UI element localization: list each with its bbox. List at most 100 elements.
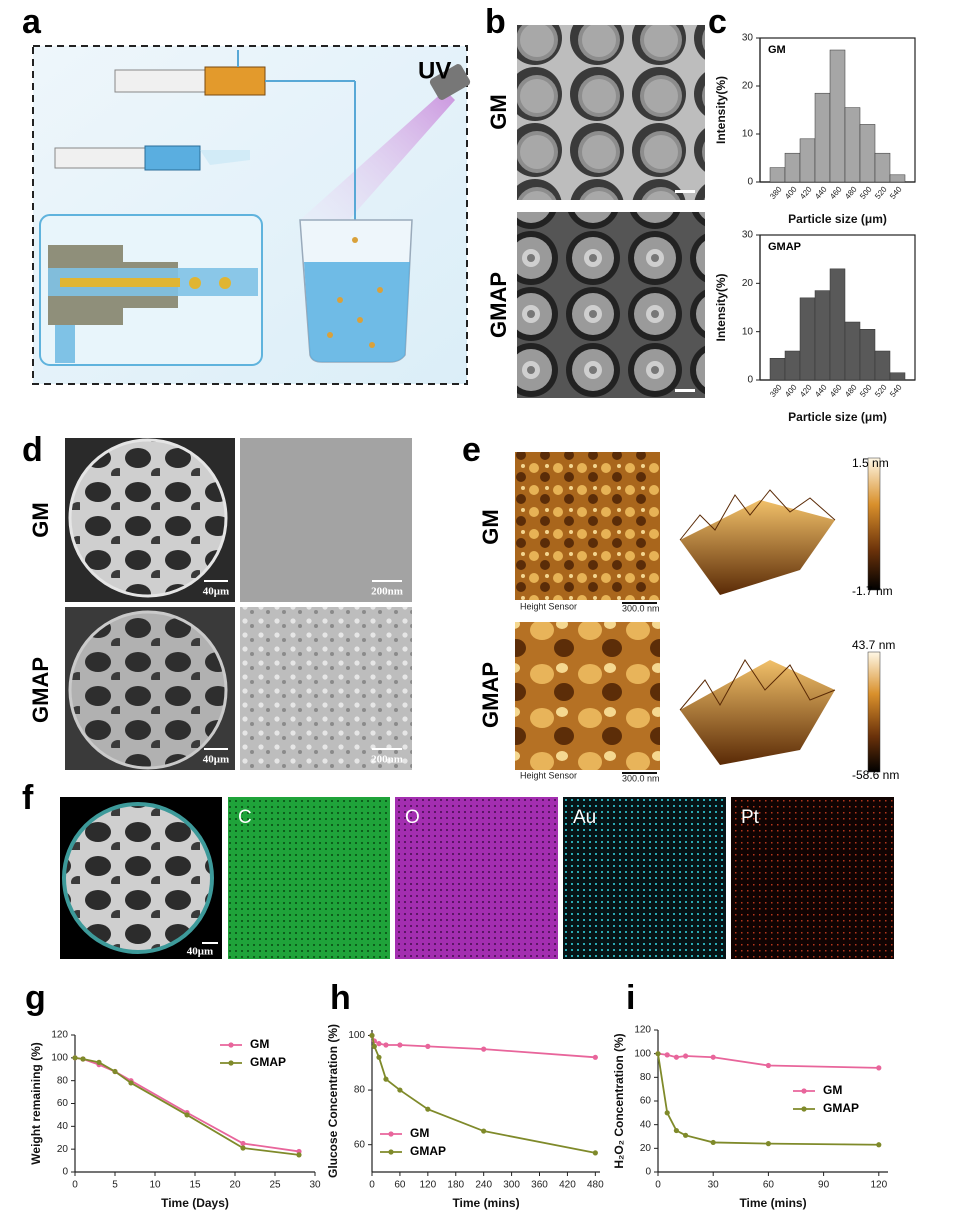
row-label: GMAP bbox=[486, 272, 511, 338]
element-label: Au bbox=[573, 807, 596, 828]
x-tick-label: 480 bbox=[843, 184, 859, 200]
sem-images: 40μm 200nm 40μm 200nm GM GMAP bbox=[28, 438, 412, 770]
bar bbox=[889, 372, 906, 381]
afm-images-shape bbox=[680, 660, 835, 765]
bar bbox=[874, 350, 891, 381]
legend-marker bbox=[801, 1106, 807, 1112]
data-point bbox=[673, 1127, 680, 1134]
x-axis-label: Time (Days) bbox=[161, 1196, 229, 1210]
schematic-shape bbox=[352, 237, 358, 243]
data-point bbox=[710, 1139, 716, 1146]
data-point bbox=[80, 1056, 86, 1062]
bar bbox=[829, 49, 846, 183]
colorbar-min: -1.7 nm bbox=[852, 584, 893, 598]
panel-label: h bbox=[330, 979, 351, 1017]
legend-marker bbox=[228, 1060, 234, 1066]
schematic-shape bbox=[200, 150, 250, 165]
sem-images-shape bbox=[240, 607, 412, 770]
bar bbox=[859, 329, 876, 381]
colorbar-max: 43.7 nm bbox=[852, 638, 895, 652]
data-point bbox=[112, 1068, 118, 1075]
x-tick-label: 120 bbox=[419, 1180, 436, 1191]
legend-marker bbox=[801, 1088, 807, 1094]
sem-images-shape bbox=[68, 438, 228, 598]
bar bbox=[844, 321, 861, 381]
data-point bbox=[369, 1032, 375, 1039]
eds-maps-shape bbox=[202, 942, 218, 944]
y-tick-label: 0 bbox=[747, 375, 753, 386]
panel-label: b bbox=[485, 3, 506, 41]
sem-images-shape bbox=[372, 748, 402, 750]
series-line bbox=[371, 1035, 596, 1154]
series-line bbox=[371, 1035, 596, 1059]
data-point bbox=[765, 1141, 772, 1147]
x-tick-label: 5 bbox=[112, 1180, 118, 1191]
data-point bbox=[397, 1042, 403, 1048]
legend-marker bbox=[388, 1131, 394, 1137]
panel-label: c bbox=[708, 3, 727, 41]
micrographs-shape bbox=[517, 212, 705, 398]
schematic-shape bbox=[114, 69, 206, 93]
y-tick-label: 0 bbox=[645, 1167, 651, 1178]
y-axis-label: Glucose Concentration (%) bbox=[326, 1024, 340, 1178]
sem-images-shape bbox=[68, 610, 228, 770]
bar bbox=[769, 167, 786, 183]
legend-marker bbox=[228, 1042, 234, 1048]
afm-images-shape bbox=[515, 622, 660, 770]
bar bbox=[814, 290, 831, 381]
element-label: Pt bbox=[741, 807, 760, 828]
x-tick-label: 15 bbox=[189, 1180, 201, 1191]
image-caption: Height Sensor bbox=[520, 770, 577, 780]
data-point bbox=[592, 1054, 598, 1060]
x-tick-label: 540 bbox=[888, 382, 904, 398]
x-tick-label: 360 bbox=[531, 1180, 548, 1191]
data-point bbox=[376, 1041, 382, 1047]
panel-label: d bbox=[22, 431, 43, 469]
data-point bbox=[876, 1065, 882, 1071]
x-axis-label: Time (mins) bbox=[739, 1196, 806, 1210]
y-tick-label: 10 bbox=[742, 129, 754, 140]
data-point bbox=[425, 1106, 431, 1112]
afm-images-shape bbox=[679, 659, 836, 711]
afm-images-shape bbox=[622, 602, 657, 604]
data-point bbox=[673, 1054, 680, 1060]
x-tick-label: 480 bbox=[587, 1180, 604, 1191]
y-axis-label: H₂O₂ Concentration (%) bbox=[612, 1033, 626, 1168]
legend-label: GMAP bbox=[410, 1144, 446, 1158]
panel-label: g bbox=[25, 979, 46, 1017]
colorbar-max: 1.5 nm bbox=[852, 456, 889, 470]
y-tick-label: 80 bbox=[354, 1085, 366, 1096]
x-tick-label: 480 bbox=[843, 382, 859, 398]
sem-images-shape bbox=[240, 438, 412, 602]
afm-images-shape bbox=[515, 452, 660, 600]
row-label: GM bbox=[486, 94, 511, 129]
x-tick-label: 540 bbox=[888, 184, 904, 200]
legend-label: GMAP bbox=[823, 1101, 859, 1115]
schematic-shape bbox=[429, 64, 471, 100]
row-label: GMAP bbox=[478, 662, 503, 728]
afm-images-shape bbox=[867, 457, 881, 591]
bar bbox=[874, 152, 891, 183]
bar bbox=[784, 350, 801, 381]
panel-label: e bbox=[462, 431, 481, 469]
x-tick-label: 520 bbox=[873, 184, 889, 200]
y-tick-label: 0 bbox=[62, 1167, 68, 1178]
schematic-shape bbox=[357, 317, 363, 323]
data-point bbox=[184, 1112, 190, 1118]
x-axis-label: Time (mins) bbox=[452, 1196, 519, 1210]
x-tick-label: 0 bbox=[369, 1180, 375, 1191]
panel-label: a bbox=[22, 3, 42, 41]
micrographs-shape bbox=[517, 25, 705, 200]
schematic-shape bbox=[55, 325, 75, 363]
data-point bbox=[876, 1142, 882, 1148]
y-tick-label: 30 bbox=[742, 33, 754, 44]
sem-images-shape bbox=[204, 580, 228, 582]
schematic-shape bbox=[54, 147, 146, 169]
schematic-shape bbox=[144, 145, 201, 171]
data-point bbox=[296, 1152, 302, 1158]
afm-images-shape bbox=[622, 772, 657, 774]
scale-bar-label: 40μm bbox=[187, 946, 213, 958]
bar bbox=[784, 152, 801, 183]
colorbar-min: -58.6 nm bbox=[852, 768, 899, 782]
micrographs-shape bbox=[675, 190, 695, 193]
